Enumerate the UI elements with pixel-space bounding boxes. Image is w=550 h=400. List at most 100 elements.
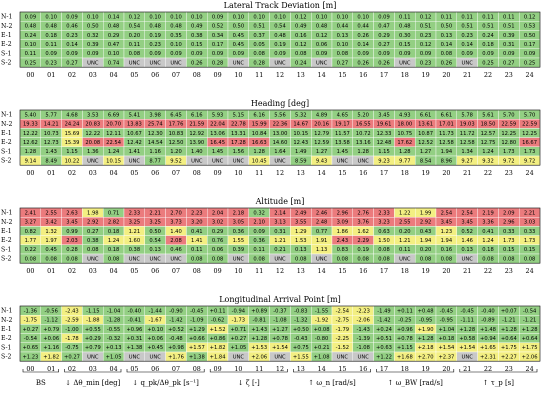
column-label: 23 [505,267,513,275]
cell-value: -0.94 [232,308,246,314]
column-label: 05 [130,169,138,177]
cell-value: 0.71 [108,210,120,216]
cell-value: 13.31 [231,131,246,137]
cell-value: 0.11 [45,42,57,48]
cell-value: 0.10 [149,14,161,20]
cell-value: +1.65 [480,345,496,351]
cell-value: +1.76 [168,354,184,360]
cell-value: 0.28 [212,60,224,66]
cell-value: 0.08 [524,256,536,262]
column-label: 01 [47,169,55,177]
cell-value: 13.00 [273,131,288,137]
cell-value: -0.55 [107,327,120,333]
cell-value: 1.24 [108,149,120,155]
legend-bracket [22,369,59,373]
cell-value: 8.59 [295,158,307,164]
cell-value: 1.43 [45,149,57,155]
cell-value: +2.18 [418,345,434,351]
cell-value: -1.08 [356,345,369,351]
cell-value: +1.48 [480,327,496,333]
cell-value: 12.79 [314,131,329,137]
column-label: 12 [276,267,284,275]
cell-value: +1.68 [397,354,413,360]
cell-value: 12.22 [85,131,100,137]
cell-value: 0.27 [378,42,390,48]
cell-value: UNC [316,256,328,262]
cell-value: 0.09 [461,51,473,57]
cell-value: 0.11 [191,247,203,253]
cell-value: 0.09 [253,229,265,235]
cell-value: 3.73 [170,220,182,226]
cell-value: 0.08 [482,256,494,262]
cell-value: 0.47 [108,42,120,48]
cell-value: 3.25 [129,220,141,226]
cell-value: 0.13 [149,247,161,253]
cell-value: 9.72 [503,158,515,164]
column-label: 18 [401,267,409,275]
cell-value: 2.82 [108,220,120,226]
cell-value: 0.08 [378,247,390,253]
column-label: 04 [110,169,118,177]
cell-value: -1.04 [107,308,121,314]
cell-value: +1.38 [189,354,205,360]
cell-value: 0.23 [420,60,432,66]
cell-value: 1.28 [399,149,411,155]
cell-value: UNC [462,354,474,360]
cell-value: 22.59 [522,122,537,128]
cell-value: 3.45 [461,220,473,226]
cell-value: 2.55 [45,210,57,216]
cell-value: UNC [129,158,141,164]
cell-value: -0.41 [128,318,141,324]
cell-value: 2.33 [378,210,390,216]
cell-value: +0.63 [376,345,392,351]
cell-value: 1.21 [129,229,141,235]
cell-value: 21.59 [189,122,204,128]
column-label: 15 [338,71,346,79]
cell-value: 2.92 [420,220,432,226]
cell-value: 0.15 [503,247,515,253]
cell-value: 0.09 [212,51,224,57]
cell-value: -2.23 [356,308,369,314]
cell-value: 1.23 [441,229,453,235]
cell-value: 16.45 [210,140,225,146]
cell-value: 1.40 [170,229,182,235]
cell-value: UNC [274,256,286,262]
table-title: Heading [deg] [251,99,309,108]
cell-value: 1.53 [295,238,307,244]
cell-value: 3.23 [378,220,390,226]
column-label: 21 [463,71,471,79]
cell-value: 0.28 [66,247,78,253]
cell-value: 0.51 [461,24,473,30]
cell-value: 1.20 [170,149,182,155]
cell-value: 0.10 [170,14,182,20]
cell-value: +0.75 [293,345,309,351]
column-label: 11 [255,71,263,79]
cell-value: 1.21 [274,238,286,244]
cell-value: 6.16 [253,112,265,118]
cell-value: 2.48 [316,220,328,226]
cell-value: 12.57 [481,131,496,137]
cell-value: 0.23 [45,60,57,66]
column-label: 05 [130,267,138,275]
column-label: 03 [89,71,97,79]
cell-value: UNC [129,256,141,262]
column-label: 13 [297,71,305,79]
cell-value: 1.91 [316,238,328,244]
row-label: S-2 [1,60,12,67]
cell-value: 25.74 [148,122,164,128]
cell-value: 3.42 [45,220,57,226]
cell-value: 0.41 [482,229,494,235]
cell-value: 8.96 [441,158,453,164]
cell-value: 0.25 [524,60,536,66]
cell-value: +1.82 [43,354,59,360]
column-label: 13 [297,169,305,177]
column-label: 10 [234,267,242,275]
cell-value: 0.13 [461,247,473,253]
cell-value: 0.54 [149,238,161,244]
cell-value: 5.70 [503,112,515,118]
cell-value: -1.21 [502,318,515,324]
cell-value: 12.25 [501,131,516,137]
cell-value: 14.67 [293,122,308,128]
cell-value: 2.49 [295,210,307,216]
column-label: 03 [89,267,97,275]
